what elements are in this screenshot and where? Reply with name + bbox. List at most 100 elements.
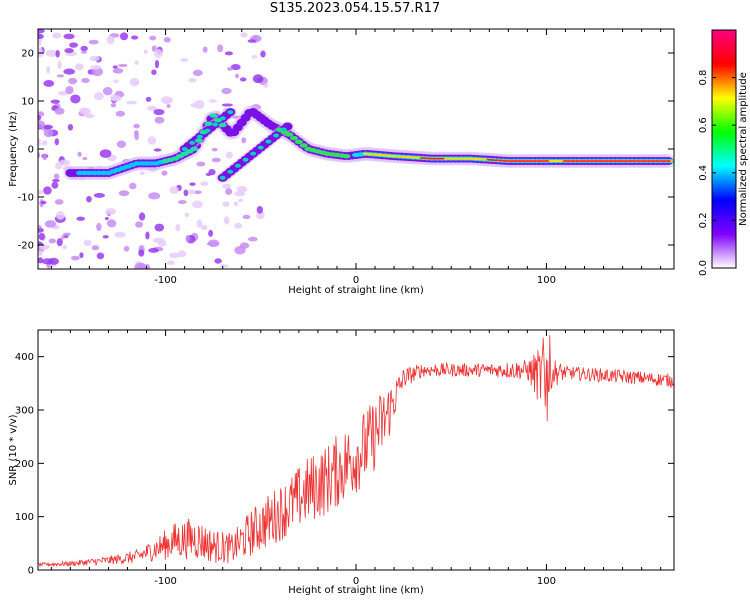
- noise-blob: [52, 32, 62, 39]
- noise-blob: [202, 46, 208, 53]
- ridge-hotspot: [543, 160, 550, 162]
- noise-blob: [43, 80, 55, 87]
- noise-blob: [46, 66, 51, 74]
- spectrogram-x-tick-label: 0: [353, 275, 359, 286]
- noise-blob: [82, 156, 88, 161]
- noise-blob: [93, 193, 106, 198]
- noise-blob: [160, 96, 172, 105]
- noise-blob: [90, 65, 102, 70]
- branch-core: [227, 110, 234, 115]
- noise-blob: [143, 49, 148, 54]
- noise-blob: [223, 216, 230, 225]
- noise-blob: [239, 77, 247, 82]
- noise-blob: [106, 219, 117, 228]
- noise-blob: [225, 188, 233, 195]
- ridge-core: [204, 121, 213, 127]
- noise-blob: [54, 138, 60, 146]
- noise-blob: [38, 111, 45, 117]
- branch-core: [196, 134, 203, 139]
- noise-blob: [38, 47, 43, 51]
- noise-blob: [86, 195, 92, 203]
- noise-blob: [145, 231, 150, 240]
- noise-blob: [38, 138, 41, 143]
- noise-blob: [247, 39, 256, 43]
- ridge-core: [218, 122, 227, 128]
- noise-blob: [211, 157, 221, 163]
- noise-blob: [68, 77, 78, 85]
- noise-blob: [96, 252, 105, 260]
- noise-blob: [67, 123, 74, 131]
- noise-blob: [234, 222, 243, 229]
- noise-blob: [263, 83, 269, 88]
- noise-blob: [38, 257, 44, 264]
- branch-core: [242, 157, 249, 162]
- ridge-core: [209, 113, 218, 118]
- noise-blob: [41, 258, 54, 265]
- spectrogram-plot-area: [38, 29, 674, 269]
- noise-blob: [77, 151, 82, 157]
- snr-x-tick-label: 100: [537, 576, 556, 587]
- noise-blob: [236, 185, 248, 193]
- noise-blob: [154, 49, 163, 58]
- noise-blob: [151, 69, 157, 75]
- branch-core: [204, 128, 211, 133]
- noise-blob: [234, 246, 246, 255]
- noise-blob: [44, 220, 57, 228]
- ridge-core: [342, 154, 351, 159]
- noise-blob: [75, 63, 84, 71]
- ridge-core: [213, 118, 222, 123]
- noise-blob: [211, 147, 218, 152]
- noise-blob: [91, 245, 100, 251]
- noise-blob: [148, 247, 159, 253]
- noise-blob: [83, 239, 92, 247]
- noise-blob: [217, 44, 224, 53]
- noise-blob: [88, 39, 99, 45]
- spectrogram-y-tick-label: -10: [18, 193, 34, 204]
- noise-blob: [240, 32, 248, 38]
- branch-core: [181, 147, 188, 151]
- branch-core: [265, 139, 272, 144]
- noise-blob: [208, 99, 218, 103]
- noise-blob: [200, 181, 209, 186]
- noise-blob: [62, 244, 68, 250]
- noise-blob: [64, 48, 74, 54]
- colorbar-tick-label: 0.4: [698, 165, 709, 181]
- snr-y-tick-label: 0: [28, 566, 34, 577]
- noise-blob: [54, 107, 65, 115]
- noise-blob: [177, 199, 187, 205]
- noise-blob: [114, 231, 126, 238]
- noise-blob: [166, 104, 171, 108]
- branch-core: [234, 163, 241, 168]
- noise-blob: [183, 189, 189, 197]
- noise-blob: [102, 235, 109, 239]
- noise-blob: [251, 55, 258, 59]
- noise-blob: [222, 183, 232, 189]
- noise-blob: [147, 136, 157, 145]
- noise-blob: [154, 116, 165, 124]
- noise-blob: [208, 229, 214, 237]
- noise-blob: [81, 50, 88, 54]
- noise-blob: [110, 102, 117, 108]
- noise-blob: [222, 201, 230, 207]
- noise-blob: [104, 216, 109, 221]
- noise-blob: [230, 64, 241, 71]
- noise-blob: [135, 221, 144, 228]
- noise-blob: [54, 199, 64, 205]
- noise-blob: [38, 142, 42, 146]
- noise-blob: [56, 74, 65, 78]
- noise-blob: [42, 153, 47, 161]
- noise-blob: [192, 69, 203, 77]
- noise-blob: [133, 80, 140, 85]
- spectrogram-y-tick-label: 10: [21, 97, 34, 108]
- snr-x-tick-label: -100: [154, 576, 177, 587]
- noise-blob: [38, 152, 41, 159]
- spectrogram-x-axis-label: Height of straight line (km): [288, 285, 424, 296]
- snr-y-tick-label: 200: [15, 459, 34, 470]
- noise-blob: [134, 131, 139, 141]
- noise-blob: [224, 51, 233, 56]
- noise-blob: [180, 58, 189, 63]
- noise-blob: [63, 232, 71, 236]
- branch-core: [227, 169, 234, 174]
- noise-blob: [188, 189, 196, 195]
